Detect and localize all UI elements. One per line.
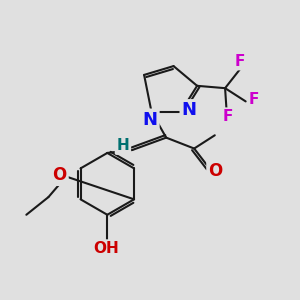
Text: N: N: [182, 101, 197, 119]
Text: F: F: [249, 92, 259, 107]
Text: F: F: [223, 109, 233, 124]
Text: F: F: [235, 54, 245, 69]
Text: OH: OH: [93, 241, 119, 256]
Text: N: N: [142, 111, 158, 129]
Text: H: H: [116, 138, 129, 153]
Text: O: O: [52, 166, 67, 184]
Text: O: O: [208, 162, 223, 180]
